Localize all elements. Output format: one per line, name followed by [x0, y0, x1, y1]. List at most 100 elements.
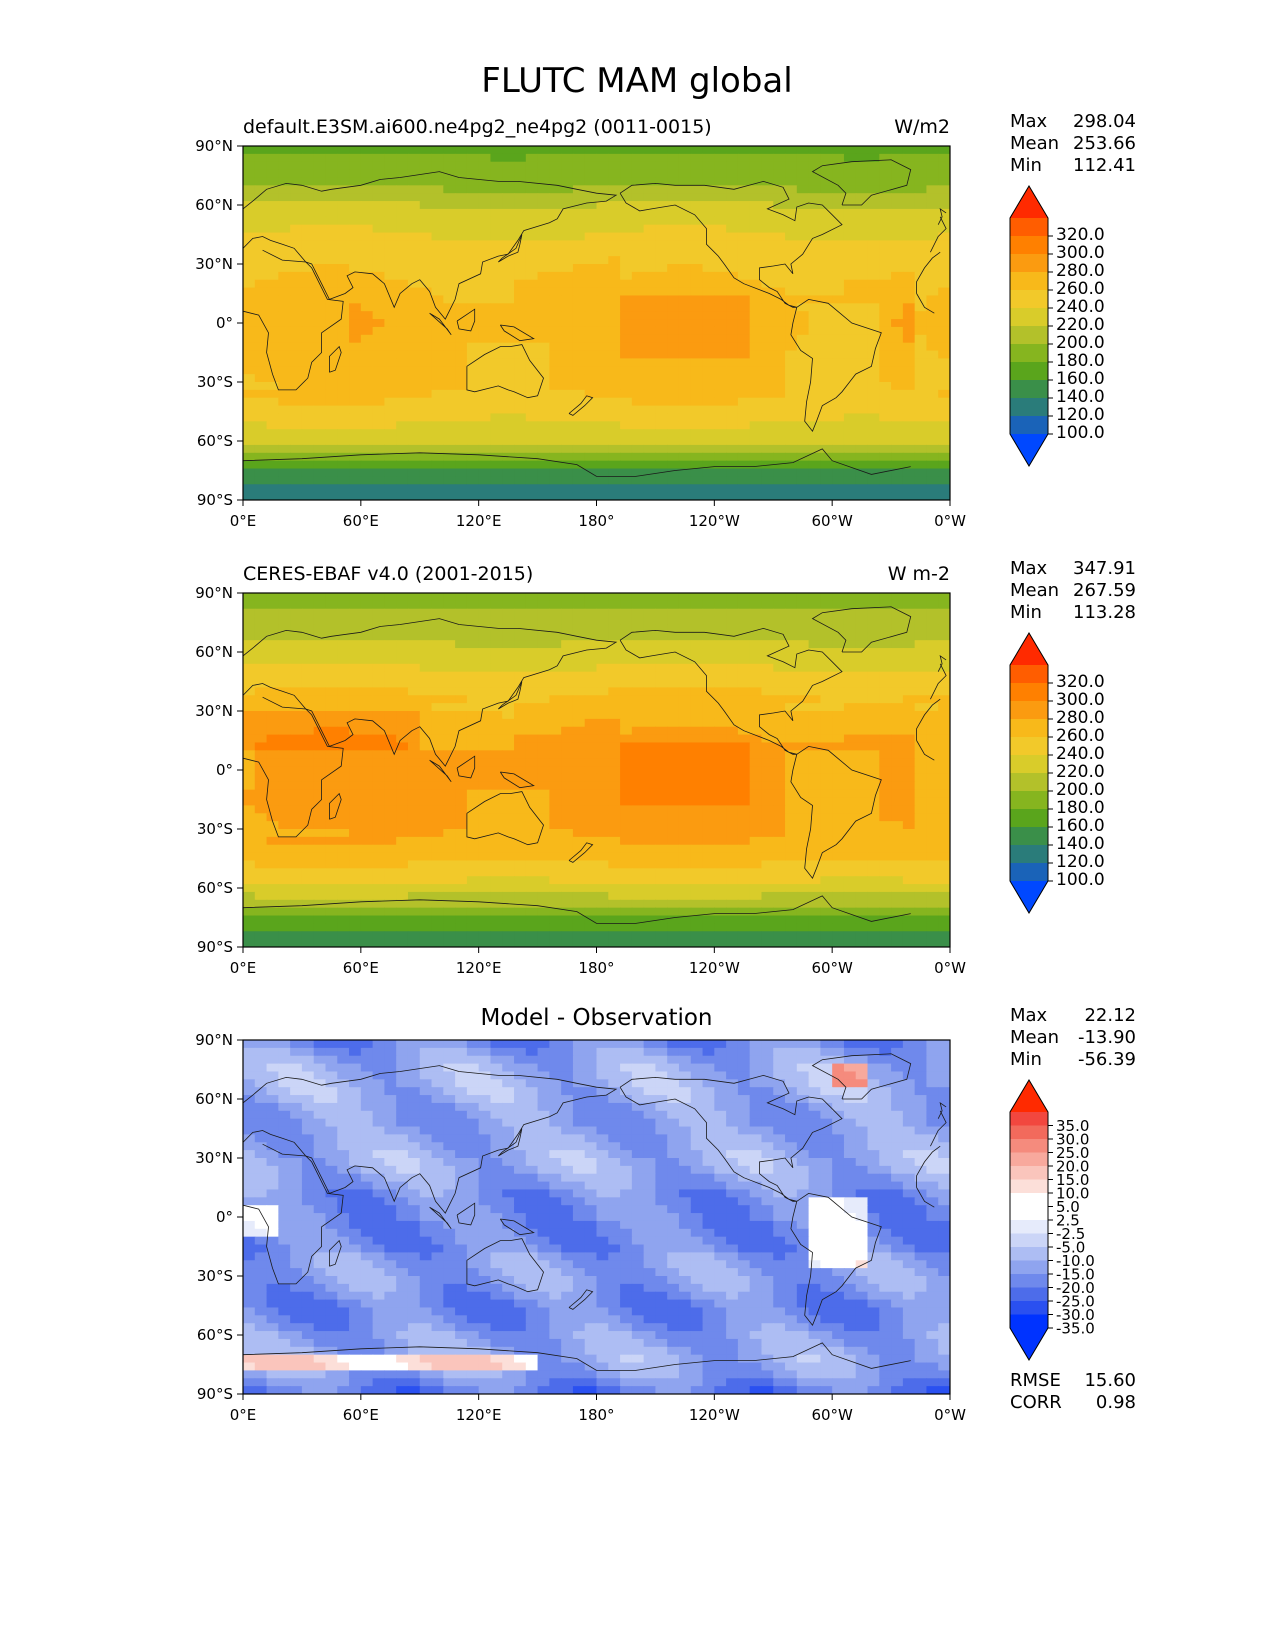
grid-cell	[808, 366, 821, 375]
grid-cell	[372, 632, 385, 641]
grid-cell	[820, 287, 833, 297]
grid-cell	[266, 295, 279, 304]
grid-cell	[584, 405, 598, 415]
grid-cell	[620, 600, 633, 610]
grid-cell	[702, 492, 715, 500]
grid-cell	[737, 405, 751, 415]
grid-cell	[714, 279, 727, 289]
grid-cell	[301, 671, 315, 681]
grid-cell	[360, 279, 374, 289]
grid-cell	[455, 687, 468, 696]
grid-cell	[490, 632, 503, 641]
grid-cell	[372, 860, 385, 869]
grid-cell	[820, 781, 833, 791]
grid-cell	[631, 476, 645, 485]
grid-cell	[243, 734, 256, 744]
grid-cell	[678, 256, 692, 265]
grid-cell	[360, 781, 374, 791]
grid-cell	[737, 711, 751, 720]
grid-cell	[820, 177, 833, 186]
grid-cell	[243, 476, 256, 485]
grid-cell	[301, 734, 315, 744]
grid-cell	[301, 319, 315, 328]
grid-cell	[867, 734, 880, 744]
grid-cell	[631, 413, 645, 422]
grid-cell	[855, 679, 869, 688]
grid-cell	[749, 201, 763, 210]
grid-cell	[349, 789, 362, 799]
grid-cell	[714, 781, 727, 791]
grid-cell	[832, 342, 845, 352]
grid-cell	[749, 868, 763, 877]
grid-cell	[584, 240, 598, 249]
grid-cell	[407, 208, 421, 218]
grid-cell	[360, 492, 374, 500]
grid-cell	[278, 805, 291, 814]
grid-cell	[631, 624, 645, 633]
grid-cell	[867, 437, 880, 446]
colorbar-tick-label: 240.0	[1056, 297, 1105, 317]
grid-cell	[749, 852, 763, 862]
grid-cell	[737, 468, 751, 477]
grid-cell	[313, 437, 327, 446]
grid-cell	[926, 256, 939, 265]
grid-cell	[278, 687, 291, 696]
grid-cell	[337, 484, 350, 493]
grid-cell	[879, 224, 892, 234]
grid-cell	[608, 750, 621, 759]
grid-cell	[349, 781, 362, 791]
grid-cell	[749, 600, 763, 610]
grid-cell	[867, 781, 880, 791]
grid-cell	[820, 821, 833, 830]
grid-cell	[891, 429, 904, 438]
grid-cell	[372, 271, 385, 281]
grid-cell	[867, 484, 880, 493]
grid-cell	[891, 648, 904, 657]
grid-cell	[372, 421, 385, 430]
grid-cell	[773, 624, 786, 633]
grid-cell	[349, 726, 362, 736]
grid-cell	[832, 860, 845, 869]
grid-cell	[478, 334, 492, 344]
grid-cell	[561, 271, 574, 281]
grid-cell	[525, 169, 539, 179]
grid-cell	[655, 476, 668, 485]
grid-cell	[502, 350, 515, 359]
grid-cell	[537, 256, 550, 265]
grid-cell	[537, 852, 550, 862]
grid-cell	[407, 201, 421, 210]
grid-cell	[290, 366, 303, 375]
grid-cell	[926, 718, 939, 728]
grid-cell	[702, 334, 715, 344]
grid-cell	[620, 781, 633, 791]
grid-cell	[525, 208, 539, 218]
grid-cell	[502, 201, 515, 210]
grid-cell	[678, 632, 692, 641]
grid-cell	[678, 773, 692, 783]
grid-cell	[572, 279, 586, 289]
grid-cell	[466, 444, 480, 454]
grid-cell	[278, 240, 291, 249]
grid-cell	[726, 201, 739, 210]
grid-cell	[525, 326, 539, 336]
grid-cell	[325, 616, 338, 626]
grid-cell	[879, 758, 892, 767]
grid-cell	[667, 319, 680, 328]
grid-cell	[655, 703, 668, 712]
grid-cell	[525, 350, 539, 359]
grid-cell	[714, 711, 727, 720]
grid-cell	[301, 232, 315, 241]
grid-cell	[667, 492, 680, 500]
grid-cell	[761, 797, 774, 806]
grid-cell	[938, 201, 950, 210]
grid-cell	[678, 161, 692, 171]
grid-cell	[584, 248, 598, 257]
grid-cell	[490, 687, 503, 696]
grid-cell	[726, 679, 739, 688]
grid-cell	[337, 311, 350, 320]
coastline	[790, 298, 882, 432]
grid-cell	[631, 829, 645, 838]
grid-cell	[926, 821, 939, 830]
grid-cell	[490, 334, 503, 344]
grid-cell	[855, 374, 869, 383]
